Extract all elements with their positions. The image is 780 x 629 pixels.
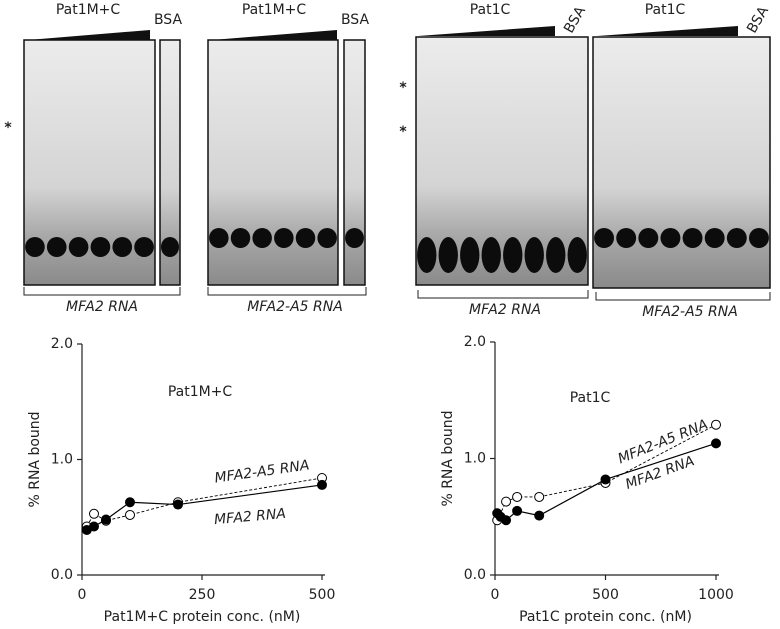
- bracket: [207, 287, 367, 296]
- rna-label: MFA2-A5 RNA: [642, 304, 738, 320]
- band-star: *: [399, 124, 407, 140]
- data-point: [501, 496, 512, 507]
- y-tick-label: 1.0: [51, 452, 73, 468]
- gel-band: [161, 237, 179, 257]
- band-star: *: [399, 80, 407, 96]
- x-axis-label: Pat1M+C protein conc. (nM): [104, 609, 301, 625]
- gel-band: [317, 228, 337, 248]
- x-tick-label: 250: [189, 587, 216, 603]
- bracket: [23, 287, 181, 296]
- control-label: BSA: [561, 3, 589, 36]
- x-tick-label: 0: [78, 587, 87, 603]
- gel-header: Pat1C: [470, 2, 511, 18]
- data-point: [711, 419, 721, 430]
- gel-band: [274, 228, 294, 248]
- control-label: BSA: [154, 12, 183, 28]
- gel-band: [68, 237, 89, 257]
- data-point: [501, 515, 512, 526]
- bracket: [595, 292, 771, 301]
- y-tick-label: 0.0: [464, 567, 486, 583]
- gel-band: [503, 237, 523, 273]
- gel-band: [460, 237, 480, 273]
- x-tick-label: 1000: [698, 587, 734, 603]
- gel-band: [134, 237, 154, 257]
- gel-band: [726, 228, 747, 248]
- y-tick-label: 1.0: [464, 451, 486, 467]
- rna-label: MFA2 RNA: [469, 302, 541, 318]
- gel-band: [295, 228, 316, 248]
- bracket: [417, 290, 589, 299]
- y-tick-label: 2.0: [464, 334, 486, 350]
- gradient-wedge: [28, 30, 150, 40]
- data-point: [89, 521, 99, 532]
- control-label: BSA: [744, 3, 772, 36]
- gel-header: Pat1C: [645, 2, 686, 18]
- data-point: [512, 505, 523, 516]
- gel-band: [481, 237, 501, 273]
- series-label: MFA2-A5 RNA: [616, 417, 711, 468]
- data-point: [512, 491, 523, 502]
- gel-band: [638, 228, 659, 248]
- gel-panel: [343, 39, 366, 286]
- band-star: *: [4, 120, 12, 136]
- gel-band: [660, 228, 681, 248]
- data-point: [89, 508, 99, 519]
- gel-band: [90, 237, 111, 257]
- x-tick-label: 500: [592, 587, 619, 603]
- x-tick-label: 500: [309, 587, 336, 603]
- control-label: BSA: [341, 12, 370, 28]
- series-line: [86, 484, 323, 531]
- gel-panel: [159, 39, 181, 286]
- gel-band: [345, 228, 364, 248]
- gel-band: [546, 237, 566, 273]
- gradient-wedge: [418, 26, 555, 36]
- gel-band: [417, 237, 437, 273]
- data-point: [534, 510, 545, 521]
- data-point: [125, 497, 135, 508]
- gel-band: [682, 228, 703, 248]
- x-axis-label: Pat1C protein conc. (nM): [519, 609, 692, 625]
- y-axis-label: % RNA bound: [27, 411, 43, 507]
- gel-band: [616, 228, 637, 248]
- gel-band: [209, 228, 229, 248]
- gel-band: [252, 228, 272, 248]
- y-axis-label: % RNA bound: [440, 410, 456, 506]
- gel-band: [438, 237, 458, 273]
- rna-label: MFA2-A5 RNA: [247, 299, 343, 315]
- y-tick-label: 2.0: [51, 336, 73, 352]
- gel-panel: [207, 39, 339, 286]
- gel-band: [25, 237, 45, 257]
- chart-title: Pat1C: [570, 390, 611, 406]
- gel-header: Pat1M+C: [242, 2, 307, 18]
- gel-band: [46, 237, 67, 257]
- data-point: [101, 514, 111, 525]
- gel-panel: [592, 36, 771, 289]
- data-point: [173, 499, 183, 510]
- data-point: [125, 509, 135, 520]
- gradient-wedge: [212, 30, 337, 40]
- data-point: [534, 491, 545, 502]
- gradient-wedge: [597, 26, 738, 36]
- data-point: [600, 474, 611, 485]
- gel-header: Pat1M+C: [56, 2, 121, 18]
- chart-title: Pat1M+C: [168, 384, 233, 400]
- gel-band: [567, 237, 587, 273]
- series-line: [86, 477, 323, 527]
- x-tick-label: 0: [491, 587, 500, 603]
- data-point: [711, 438, 721, 449]
- gel-band: [594, 228, 615, 248]
- gel-band: [748, 228, 769, 248]
- gel-band: [230, 228, 251, 248]
- y-tick-label: 0.0: [51, 567, 73, 583]
- rna-label: MFA2 RNA: [66, 299, 138, 315]
- data-point: [317, 479, 327, 490]
- gel-band: [112, 237, 133, 257]
- gel-panel: [23, 39, 156, 286]
- gel-band: [524, 237, 544, 273]
- gel-band: [704, 228, 725, 248]
- series-label: MFA2 RNA: [213, 506, 286, 528]
